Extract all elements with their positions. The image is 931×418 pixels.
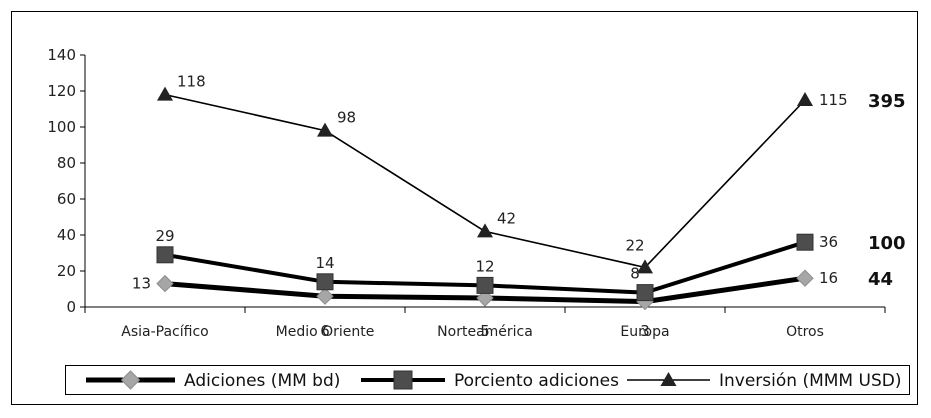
square-marker <box>156 246 174 264</box>
square-marker <box>796 233 814 251</box>
diamond-marker <box>316 287 334 305</box>
data-label-inversion: 118 <box>177 73 206 91</box>
data-label-porciento: 29 <box>155 227 174 245</box>
y-tick-label: 0 <box>66 298 76 316</box>
data-label-adiciones: 13 <box>132 275 151 293</box>
square-marker <box>636 284 654 302</box>
data-label-inversion: 115 <box>819 91 848 109</box>
x-category-label: Europa <box>620 324 669 340</box>
y-tick-label: 20 <box>57 262 76 280</box>
data-label-porciento: 8 <box>630 265 640 283</box>
square-marker <box>476 276 494 294</box>
triangle-marker <box>797 92 813 106</box>
legend-label-3: Inversión (MMM USD) <box>719 371 901 391</box>
legend <box>65 365 910 395</box>
y-tick-label: 80 <box>57 154 76 172</box>
data-label-inversion: 42 <box>497 209 516 227</box>
legend-triangle-icon <box>660 372 677 386</box>
y-tick-label: 140 <box>47 46 76 64</box>
triangle-marker <box>637 259 653 274</box>
data-label-adiciones: 6 <box>320 322 330 340</box>
square-marker <box>316 273 334 291</box>
data-label-porciento: 14 <box>315 254 334 272</box>
x-category-label: Medio Oriente <box>276 324 375 340</box>
triangle-marker <box>317 122 333 137</box>
triangle-marker <box>477 223 493 238</box>
legend-label-1: Adiciones (MM bd) <box>184 371 340 391</box>
x-category-label: Asia-Pacífico <box>121 324 208 340</box>
chart-frame <box>11 11 918 405</box>
data-label-inversion: 22 <box>625 236 644 254</box>
diamond-marker <box>156 274 174 293</box>
series-total-3: 395 <box>868 91 906 112</box>
legend-label-2: Porciento adiciones <box>454 371 619 391</box>
x-category-label: Otros <box>786 324 824 340</box>
data-label-adiciones: 3 <box>640 322 650 340</box>
data-label-adiciones: 16 <box>819 269 838 287</box>
data-label-porciento: 12 <box>475 257 494 275</box>
y-tick-label: 100 <box>47 118 76 136</box>
series-markers <box>156 86 814 311</box>
triangle-marker <box>157 86 173 101</box>
diamond-marker <box>796 269 814 287</box>
data-label-porciento: 36 <box>819 233 838 251</box>
series-total-1: 44 <box>868 269 893 290</box>
data-labels: 13 6 5 3 16 29 14 12 8 36 118 98 42 22 115 <box>132 73 848 340</box>
x-category-label: Norteamérica <box>437 324 533 340</box>
data-label-inversion: 98 <box>337 109 356 127</box>
y-tick-label: 120 <box>47 82 76 100</box>
series-total-2: 100 <box>868 233 906 254</box>
legend-diamond-icon <box>120 370 141 390</box>
diamond-marker <box>476 289 494 307</box>
data-label-adiciones: 5 <box>480 322 490 340</box>
series-totals: 44 100 395 <box>868 91 906 290</box>
y-tick-label: 60 <box>57 190 76 208</box>
y-tick-label: 40 <box>57 226 76 244</box>
legend-square-icon <box>393 370 413 390</box>
axes: 0 20 40 60 80 100 120 140 Asia-Pacífico Medio Ori… <box>47 46 886 340</box>
